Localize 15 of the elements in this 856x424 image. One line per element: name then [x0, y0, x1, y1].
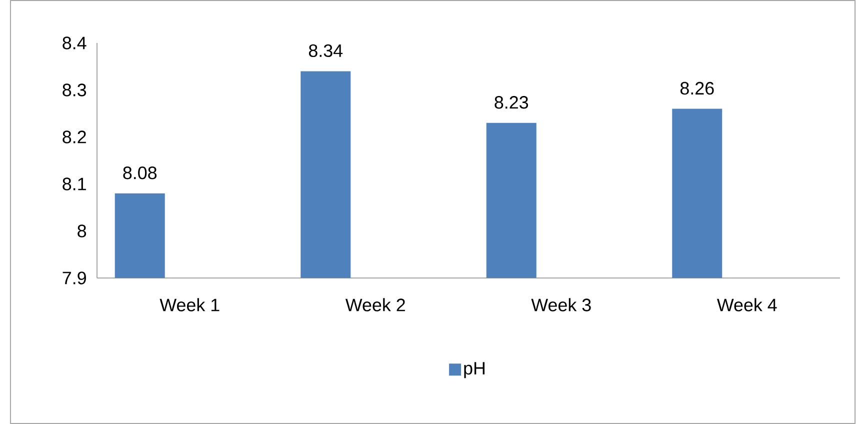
- x-tick-label: Week 4: [716, 298, 777, 312]
- data-label: 8.26: [680, 82, 714, 95]
- data-label: 8.08: [123, 166, 157, 180]
- data-label: 8.23: [494, 96, 528, 109]
- data-label: 8.34: [308, 44, 343, 58]
- y-tick-label: 8: [78, 224, 86, 238]
- x-tick-label: Week 2: [345, 298, 405, 312]
- x-tick-label: Week 1: [160, 298, 220, 312]
- y-tick-label: 8.4: [62, 36, 86, 50]
- y-tick-label: 7.9: [62, 272, 86, 284]
- legend-label: pH: [464, 362, 484, 378]
- y-tick-label: 8.1: [62, 178, 86, 190]
- y-tick-label: 8.3: [62, 84, 86, 96]
- y-tick-label: 8.2: [62, 130, 86, 144]
- x-tick-label: Week 3: [531, 298, 591, 312]
